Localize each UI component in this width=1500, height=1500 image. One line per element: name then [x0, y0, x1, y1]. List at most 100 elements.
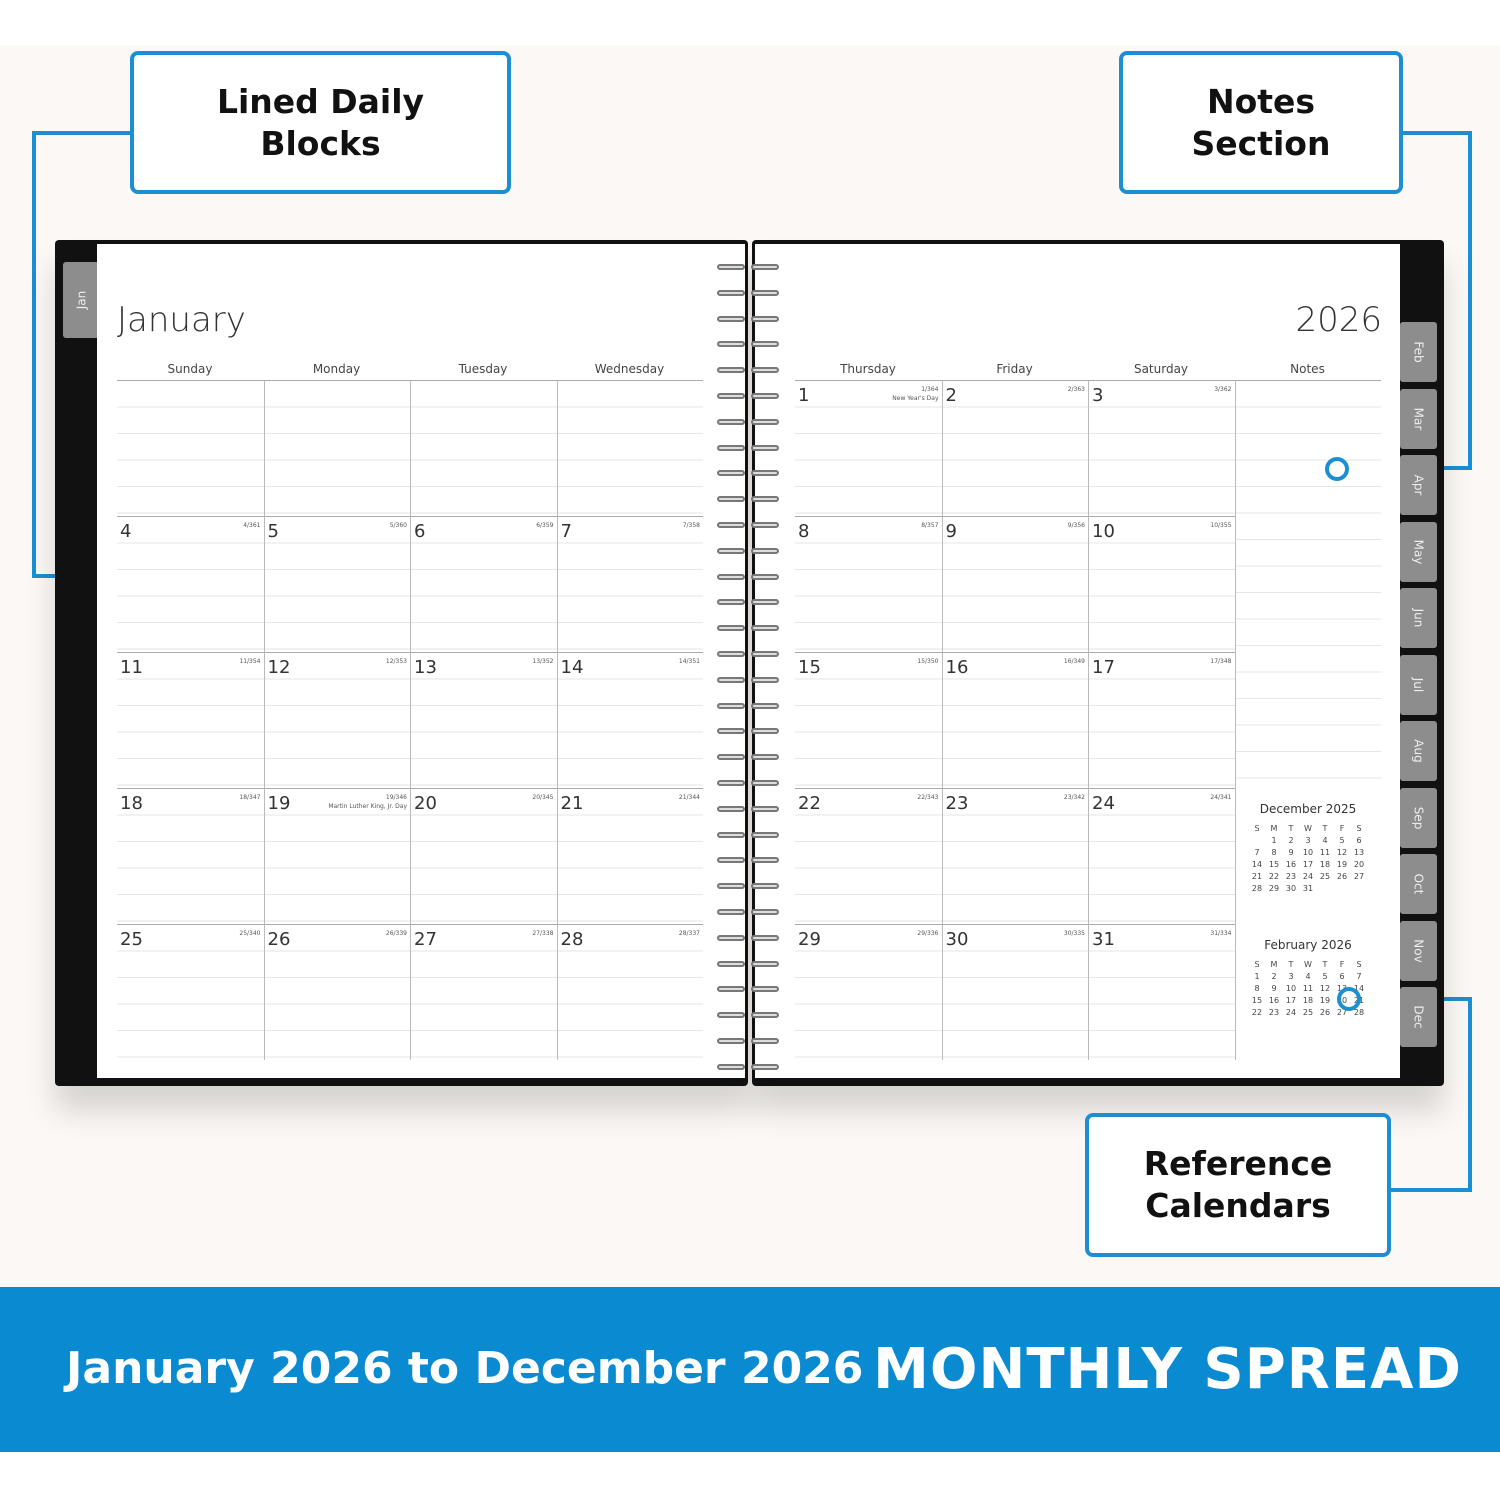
- tab-oct[interactable]: Oct: [1400, 854, 1437, 914]
- day-block[interactable]: 24 24/341: [1088, 788, 1235, 924]
- day-block[interactable]: 28 28/337: [556, 924, 703, 1060]
- day-block[interactable]: 29 29/336: [795, 924, 942, 1060]
- mini-day: 7: [1356, 971, 1362, 981]
- tab-apr[interactable]: Apr: [1400, 455, 1437, 515]
- notes-area[interactable]: [1234, 380, 1381, 798]
- tab-feb[interactable]: Feb: [1400, 322, 1437, 382]
- day-block[interactable]: 7 7/358: [556, 516, 703, 652]
- day-block[interactable]: 27 27/338: [410, 924, 557, 1060]
- day-block[interactable]: 31 31/334: [1088, 924, 1235, 1060]
- day-number: 20: [414, 793, 437, 814]
- tab-aug[interactable]: Aug: [1400, 721, 1437, 781]
- day-block[interactable]: 8 8/357: [795, 516, 942, 652]
- day-count: 12/353: [385, 658, 407, 665]
- day-count: 28/337: [678, 930, 700, 937]
- day-count: 14/351: [678, 658, 700, 665]
- spiral-ring: [717, 1036, 779, 1046]
- spiral-ring: [717, 984, 779, 994]
- day-block[interactable]: 12 12/353: [263, 652, 410, 788]
- day-block[interactable]: 11 11/354: [117, 652, 264, 788]
- day-block[interactable]: 6 6/359: [410, 516, 557, 652]
- tab-jun[interactable]: Jun: [1400, 588, 1437, 648]
- mini-day: 27: [1336, 1007, 1348, 1017]
- day-block[interactable]: [263, 380, 410, 516]
- day-block[interactable]: 16 16/349: [941, 652, 1088, 788]
- day-block[interactable]: [117, 380, 264, 516]
- day-block[interactable]: 4 4/361: [117, 516, 264, 652]
- tab-label: Feb: [1411, 341, 1426, 363]
- mini-day: 25: [1302, 1007, 1314, 1017]
- spiral-ring: [717, 262, 779, 272]
- day-number: 6: [414, 521, 426, 542]
- day-block[interactable]: 3 3/362: [1088, 380, 1235, 516]
- day-count: 2/363: [1067, 386, 1085, 393]
- tab-may[interactable]: May: [1400, 521, 1437, 582]
- day-block[interactable]: 18 18/347: [117, 788, 264, 924]
- weekday-header: Wednesday: [594, 362, 665, 376]
- day-block[interactable]: 9 9/356: [941, 516, 1088, 652]
- mini-day: 21: [1251, 871, 1263, 881]
- day-block[interactable]: 21 21/344: [556, 788, 703, 924]
- mini-day: 15: [1268, 859, 1280, 869]
- tab-dec[interactable]: Dec: [1400, 987, 1437, 1047]
- mini-day: 6: [1356, 835, 1362, 845]
- day-block[interactable]: 14 14/351: [556, 652, 703, 788]
- day-block[interactable]: 25 25/340: [117, 924, 264, 1060]
- day-count: 1/364: [921, 386, 939, 393]
- day-block[interactable]: 30 30/335: [941, 924, 1088, 1060]
- day-count: 29/336: [917, 930, 939, 937]
- day-block[interactable]: 23 23/342: [941, 788, 1088, 924]
- reference-area: [1234, 798, 1381, 1060]
- mini-day: 4: [1305, 971, 1311, 981]
- tab-jan[interactable]: Jan: [63, 262, 99, 338]
- day-number: 25: [120, 929, 143, 950]
- day-block[interactable]: 2 2/363: [941, 380, 1088, 516]
- tab-jul[interactable]: Jul: [1400, 654, 1437, 715]
- day-count: 21/344: [678, 794, 700, 801]
- mini-day: 20: [1353, 859, 1365, 869]
- weekday-header: Thursday: [840, 362, 896, 376]
- day-count: 4/361: [243, 522, 261, 529]
- spiral-ring: [717, 339, 779, 349]
- weekday-header: Friday: [996, 362, 1033, 376]
- day-count: 31/334: [1210, 930, 1232, 937]
- spiral-ring: [717, 855, 779, 865]
- mini-day: 11: [1319, 847, 1331, 857]
- mini-day: 24: [1285, 1007, 1297, 1017]
- tab-nov[interactable]: Nov: [1400, 920, 1437, 981]
- mini-day: 17: [1285, 995, 1297, 1005]
- spiral-ring: [717, 572, 779, 582]
- day-block[interactable]: 13 13/352: [410, 652, 557, 788]
- day-block[interactable]: [556, 380, 703, 516]
- day-block[interactable]: [410, 380, 557, 516]
- day-count: 22/343: [917, 794, 939, 801]
- tab-sep[interactable]: Sep: [1400, 787, 1437, 848]
- day-number: 23: [945, 793, 969, 814]
- date-range: January 2026 to December 2026: [66, 1343, 864, 1394]
- day-block[interactable]: 20 20/345: [410, 788, 557, 924]
- tab-label: Aug: [1411, 739, 1426, 763]
- day-block[interactable]: 26 26/339: [263, 924, 410, 1060]
- mini-day: 16: [1285, 859, 1297, 869]
- tab-mar[interactable]: Mar: [1400, 388, 1437, 449]
- day-count: 25/340: [239, 930, 261, 937]
- day-count: 24/341: [1210, 794, 1232, 801]
- day-block[interactable]: 19 19/346 Martin Luther King, Jr. Day: [263, 788, 410, 924]
- day-number: 26: [267, 929, 291, 950]
- weekday-initial: T: [1288, 823, 1294, 833]
- mini-day: 24: [1302, 871, 1314, 881]
- day-block[interactable]: 5 5/360: [263, 516, 410, 652]
- weekday-initial: F: [1339, 959, 1345, 969]
- day-block[interactable]: 22 22/343: [795, 788, 942, 924]
- day-block[interactable]: 10 10/355: [1088, 516, 1235, 652]
- tab-label: Nov: [1411, 938, 1426, 963]
- spiral-ring: [717, 675, 779, 685]
- mini-day: 4: [1322, 835, 1328, 845]
- mini-day: 20: [1336, 995, 1348, 1005]
- day-block[interactable]: 1 1/364 New Year's Day: [795, 380, 942, 516]
- day-block[interactable]: 15 15/350: [795, 652, 942, 788]
- spiral-ring: [717, 752, 779, 762]
- tab-label: Dec: [1411, 1005, 1426, 1029]
- callout-reference-calendars: Reference Calendars: [1085, 1113, 1391, 1257]
- day-block[interactable]: 17 17/348: [1088, 652, 1235, 788]
